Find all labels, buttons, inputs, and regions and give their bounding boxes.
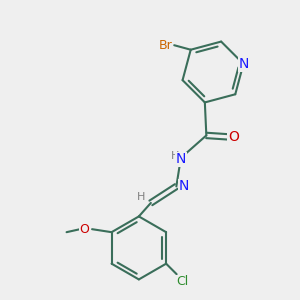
Text: N: N <box>238 57 249 71</box>
Text: H: H <box>137 192 146 202</box>
Text: O: O <box>228 130 239 144</box>
Text: N: N <box>176 152 186 167</box>
Text: O: O <box>80 223 89 236</box>
Text: Br: Br <box>158 39 172 52</box>
Text: H: H <box>171 152 180 161</box>
Text: N: N <box>179 179 189 194</box>
Text: Cl: Cl <box>176 275 189 288</box>
